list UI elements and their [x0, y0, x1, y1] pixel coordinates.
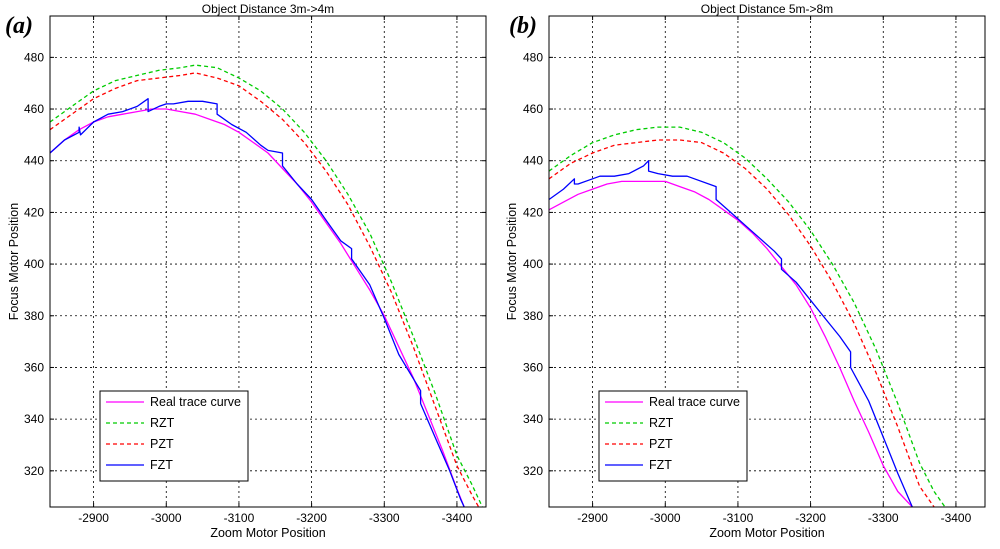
series-line-real-trace-curve	[50, 108, 465, 507]
axes-frame	[548, 15, 986, 508]
x-axis-label: Zoom Motor Position	[709, 526, 824, 540]
panel-label: (a)	[5, 13, 33, 39]
legend-box	[598, 390, 748, 482]
x-tick-label: -3100	[723, 511, 754, 525]
x-tick-label: -3200	[296, 511, 327, 525]
y-tick-label: 320	[523, 464, 543, 478]
x-tick-label: -3300	[868, 511, 899, 525]
x-tick-label: -3000	[151, 511, 182, 525]
legend-label: Real trace curve	[649, 395, 740, 409]
y-tick-label: 400	[523, 257, 543, 271]
y-tick-label: 360	[24, 360, 44, 374]
x-tick-label: -3200	[795, 511, 826, 525]
x-tick-label: -3400	[941, 511, 972, 525]
x-tick-label: -3000	[650, 511, 681, 525]
y-tick-label: 380	[24, 309, 44, 323]
series-group	[549, 126, 946, 507]
series-line-pzt	[549, 139, 935, 507]
x-axis-label: Zoom Motor Position	[210, 526, 325, 540]
legend-label: RZT	[150, 416, 175, 430]
y-tick-label: 440	[24, 154, 44, 168]
y-tick-label: 480	[24, 50, 44, 64]
y-tick-label: 360	[523, 360, 543, 374]
y-tick-label: 460	[523, 102, 543, 116]
x-tick-label: -2900	[577, 511, 608, 525]
x-tick-label: -3400	[442, 511, 473, 525]
x-tick-label: -3100	[224, 511, 255, 525]
series-line-real-trace-curve	[549, 180, 913, 507]
chart-title: Object Distance 3m->4m	[202, 2, 334, 16]
legend-label: FZT	[649, 458, 672, 472]
legend-label: FZT	[150, 458, 173, 472]
legend-label: Real trace curve	[150, 395, 241, 409]
panel-a: -2900 -3000 -3100 -3200 -3300 -3400 320 340 360 3…	[5, 2, 487, 540]
y-tick-label: 460	[24, 102, 44, 116]
y-tick-label: 400	[24, 257, 44, 271]
y-tick-label: 380	[523, 309, 543, 323]
chart-title: Object Distance 5m->8m	[701, 2, 833, 16]
y-tick-label: 340	[523, 412, 543, 426]
y-tick-label: 420	[24, 205, 44, 219]
legend-label: PZT	[150, 437, 174, 451]
legend-box	[99, 390, 249, 482]
legend: Real trace curve RZT PZT FZT	[598, 390, 748, 482]
y-tick-label: 320	[24, 464, 44, 478]
series-line-pzt	[50, 72, 480, 507]
y-tick-label: 420	[523, 205, 543, 219]
x-tick-label: -3300	[369, 511, 400, 525]
series-line-rzt	[50, 64, 483, 507]
series-group	[50, 64, 483, 507]
series-line-fzt	[549, 160, 913, 507]
y-tick-label: 480	[523, 50, 543, 64]
panel-label: (b)	[509, 13, 537, 39]
panel-b: -2900 -3000 -3100 -3200 -3300 -3400 320 340 360 3…	[505, 2, 986, 540]
y-tick-label: 440	[523, 154, 543, 168]
legend: Real trace curve RZT PZT FZT	[99, 390, 249, 482]
y-axis-label: Focus Motor Position	[7, 203, 21, 320]
legend-label: RZT	[649, 416, 674, 430]
x-tick-label: -2900	[78, 511, 109, 525]
axes-frame	[49, 15, 487, 508]
series-line-fzt	[50, 98, 465, 507]
y-axis-label: Focus Motor Position	[505, 203, 519, 320]
series-line-rzt	[549, 126, 946, 507]
y-tick-label: 340	[24, 412, 44, 426]
legend-label: PZT	[649, 437, 673, 451]
